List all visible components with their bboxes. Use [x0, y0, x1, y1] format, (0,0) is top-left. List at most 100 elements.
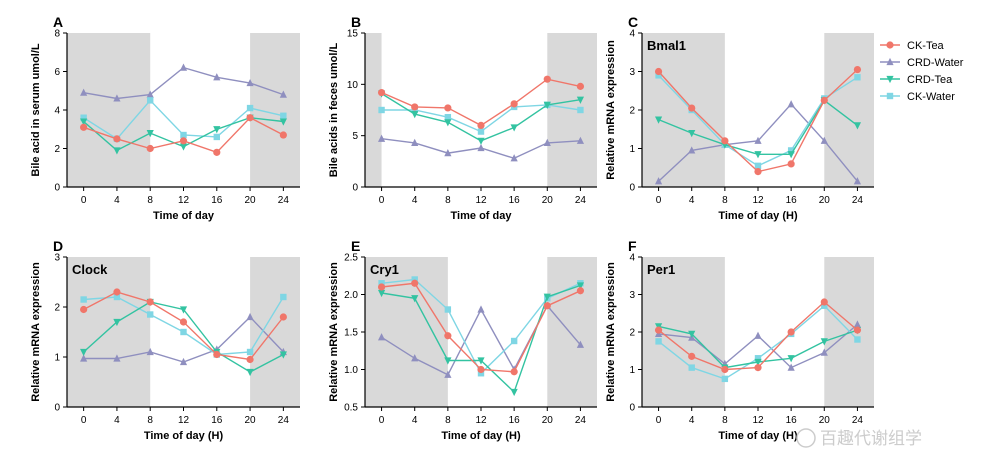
panel-b-series-crd-water: [377, 134, 585, 162]
panel-c-series-ck-tea: [654, 65, 862, 176]
panel-b-point-crd-water: [377, 134, 386, 142]
panel-d-y-tick-label: 2: [54, 303, 60, 314]
panel-e-point-crd-tea: [377, 289, 386, 298]
panel-e-point-crd-tea: [477, 357, 485, 365]
panel-f-x-tick-label: 12: [752, 415, 764, 426]
panel-a-point-crd-water: [246, 78, 254, 87]
panel-f-point-ck-water: [655, 338, 662, 345]
panel-d-point-ck-tea: [113, 288, 121, 296]
panel-f-y-tick-label: 3: [629, 290, 635, 301]
panel-b-y-tick-label: 0: [352, 183, 358, 194]
panel-e-point-ck-water: [444, 306, 452, 313]
panel-c-point-crd-water: [787, 100, 795, 108]
panel-b-point-crd-water: [510, 154, 518, 162]
panel-b-x-tick-label: 24: [575, 195, 587, 206]
panel-b-point-crd-tea: [543, 101, 551, 109]
panel-c-point-ck-tea: [754, 168, 762, 176]
panel-d-night-shading-1: [250, 257, 300, 407]
panel-b-point-ck-tea: [377, 88, 386, 97]
panel-d-point-crd-water: [146, 347, 154, 356]
panel-c-point-crd-tea: [787, 151, 795, 159]
panel-e-x-tick-label: 12: [475, 415, 487, 426]
panel-b-x-tick-label: 20: [542, 195, 554, 206]
panel-c-x-tick-label: 12: [752, 195, 764, 206]
panel-d-point-crd-tea: [246, 368, 254, 377]
panel-e-point-crd-tea: [411, 295, 419, 303]
panel-e-point-crd-tea: [543, 293, 551, 301]
panel-c-point-ck-tea: [721, 137, 729, 145]
panel-a-point-ck-tea: [279, 131, 287, 139]
panel-a-point-ck-water: [147, 97, 154, 104]
panel-e-point-ck-water: [510, 337, 518, 345]
panel-b-series-ck-tea: [377, 75, 585, 129]
panel-d-point-ck-water: [147, 311, 154, 318]
panel-e-x-tick-label: 0: [379, 415, 385, 426]
panel-b-point-crd-water: [576, 136, 585, 144]
panel-d-y-tick-label: 3: [54, 253, 60, 264]
panel-c-x-tick-label: 24: [852, 195, 864, 206]
panel-c-x-axis-label: Time of day (H): [718, 210, 798, 222]
panel-a-point-crd-tea: [113, 147, 121, 155]
panel-b-x-tick-label: 12: [475, 195, 487, 206]
panel-e-x-tick-label: 4: [412, 415, 418, 426]
panel-b-point-crd-tea: [576, 96, 585, 104]
panel-d-point-crd-water: [113, 354, 121, 362]
panel-f-point-crd-tea: [688, 330, 696, 338]
panel-e-x-tick-label: 16: [509, 415, 521, 426]
panel-c-night-shading-1: [824, 33, 874, 187]
panel-d-y-tick-label: 1: [54, 353, 60, 364]
panel-c-y-tick-label: 2: [629, 106, 635, 117]
panel-b-x-tick-label: 8: [445, 195, 451, 206]
panel-b-x-tick-label: 0: [379, 195, 385, 206]
panel-c-point-ck-water: [754, 162, 762, 170]
panel-b-night-shading-1: [547, 33, 597, 187]
panel-a-x-tick-label: 20: [245, 195, 257, 206]
panel-a-point-crd-water: [213, 73, 221, 81]
panel-d-x-tick-label: 16: [211, 415, 223, 426]
panel-a-night-shading-0: [67, 33, 151, 187]
panel-f-point-ck-tea: [853, 326, 862, 334]
panel-c-point-ck-tea: [853, 65, 862, 74]
panel-d-point-crd-tea: [179, 306, 188, 314]
legend: CK-Tea CRD-Water CRD-Tea CK-Water: [880, 40, 964, 103]
panel-e-point-crd-tea: [444, 357, 452, 365]
panel-d-y-tick-label: 0: [54, 403, 60, 414]
panel-b-x-axis-label: Time of day: [451, 210, 513, 222]
panel-c-point-ck-water: [787, 147, 795, 154]
legend-marker-ck-water: [886, 92, 894, 100]
panel-c-y-tick-label: 0: [629, 183, 635, 194]
panel-f-title: Per1: [647, 262, 675, 277]
panel-d-x-tick-label: 0: [81, 415, 87, 426]
panel-a-y-tick-label: 4: [54, 106, 60, 117]
panel-d-point-ck-water: [180, 328, 187, 336]
panel-b-point-ck-water: [378, 106, 385, 114]
panel-c-point-crd-tea: [853, 122, 862, 130]
panel-f-point-crd-tea: [787, 355, 795, 363]
panel-d-point-ck-tea: [279, 313, 287, 321]
panel-e-point-crd-water: [377, 333, 386, 341]
panel-b-x-tick-label: 4: [412, 195, 418, 206]
panel-a-point-ck-tea: [213, 148, 221, 156]
panel-e: 0.5 1.0 1.5 2.0 2.5 0 4 8 12 16 20 24 Time of day (H…: [328, 238, 597, 442]
panel-a-point-crd-water: [146, 90, 154, 98]
legend-marker-crd-water: [886, 57, 894, 66]
panel-e-point-ck-water: [477, 370, 485, 377]
watermark: 百趣代谢组学: [796, 428, 922, 448]
panel-a-point-crd-water: [113, 94, 121, 102]
panel-a-series-ck-tea: [80, 114, 287, 156]
panel-d-x-tick-label: 4: [114, 415, 120, 426]
panel-a-point-ck-tea: [246, 114, 254, 122]
panel-c-point-crd-tea: [754, 151, 762, 159]
panel-b-y-tick-label: 15: [347, 29, 359, 40]
panel-b-point-crd-water: [543, 138, 551, 146]
panel-a-x-tick-label: 0: [81, 195, 87, 206]
panel-c-series-crd-water: [654, 100, 862, 185]
panel-a-y-axis-label: Bile acid in serum umol/L: [30, 43, 42, 177]
panel-a-letter: A: [53, 14, 63, 30]
panel-c-y-axis-label: Relative mRNA expression: [605, 40, 617, 180]
panel-f-point-ck-water: [821, 302, 828, 309]
panel-f-point-ck-water: [721, 375, 729, 383]
panel-c-x-tick-label: 0: [656, 195, 662, 206]
